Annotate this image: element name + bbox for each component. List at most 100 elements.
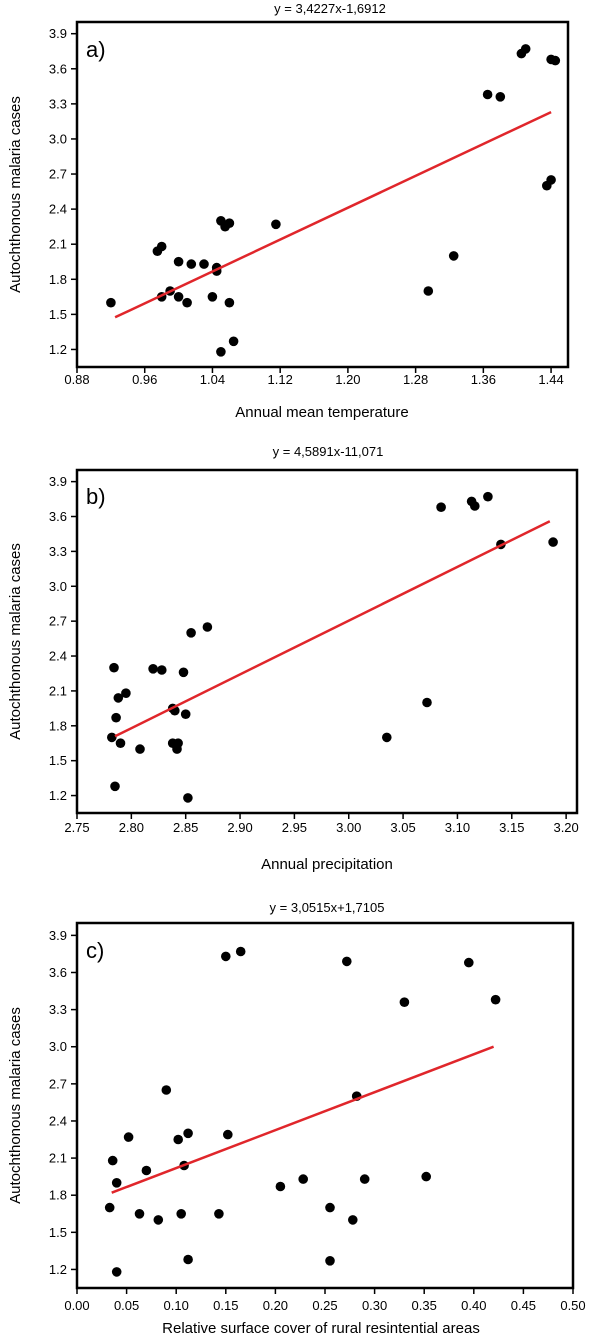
panel-a-point-10 xyxy=(207,292,218,302)
panel-a-x-tick-label-3: 1.12 xyxy=(268,372,293,387)
panel-c-point-3 xyxy=(111,1267,122,1277)
panel-c-y-tick-label-8: 3.6 xyxy=(49,965,67,980)
panel-b-point-5 xyxy=(121,688,131,698)
panel-b-x-ticks: 2.75 2.80 2.85 2.90 2.95 3.00 3.05 3.10 3.15 3.20 xyxy=(64,813,579,835)
panel-a-y-tick-label-4: 2.4 xyxy=(49,202,67,217)
panel-a-y-tick-label-3: 2.1 xyxy=(49,237,67,252)
panel-a-x-tick-label-2: 1.04 xyxy=(200,372,225,387)
panel-c-point-29 xyxy=(490,994,501,1005)
panel-b-point-21 xyxy=(422,697,432,708)
panel-b-regression-line xyxy=(114,520,551,738)
panel-b-x-tick-label-3: 2.90 xyxy=(227,820,252,835)
panel-a-y-tick-label-7: 3.3 xyxy=(49,96,67,111)
panel-b-point-3 xyxy=(113,693,124,703)
panel-c-y-tick-label-9: 3.9 xyxy=(49,928,67,943)
panel-b-equation: y = 4,5891x-11,071 xyxy=(273,444,384,459)
panel-b-x-tick-label-2: 2.85 xyxy=(173,820,198,835)
panel-c-point-23 xyxy=(348,1215,358,1225)
panel-c-point-2 xyxy=(111,1178,122,1188)
panel-b-x-tick-label-5: 3.00 xyxy=(336,820,361,835)
panel-b-point-16 xyxy=(180,709,191,719)
panel-c-y-ticks: 1.2 1.5 1.8 2.1 2.4 2.7 3.0 3.3 3.6 3.9 xyxy=(49,928,77,1277)
panel-a-point-23 xyxy=(495,92,506,102)
panel-a: y = 3,4227x-1,6912 a) 0.88 0.96 1.04 1.12 1.… xyxy=(7,1,570,421)
panel-b-label: b) xyxy=(86,484,106,509)
panel-c-equation: y = 3,0515x+1,7105 xyxy=(270,900,385,915)
panel-c-x-ticks: 0.00 0.05 0.10 0.15 0.20 0.25 0.30 0.35 0.40 0.45… xyxy=(64,1288,586,1313)
panel-a-x-axis-label: Annual mean temperature xyxy=(235,404,408,421)
panel-c-y-tick-label-0: 1.2 xyxy=(49,1262,67,1277)
panel-c-point-17 xyxy=(235,946,246,957)
panel-b-y-tick-label-5: 2.7 xyxy=(49,614,67,629)
panel-b-x-tick-label-4: 2.95 xyxy=(282,820,307,835)
panel-b-x-axis-label: Annual precipitation xyxy=(261,856,393,873)
panel-b-y-tick-label-9: 3.9 xyxy=(49,474,67,489)
panel-c-point-26 xyxy=(399,997,410,1007)
panel-a-plot-frame xyxy=(75,20,570,369)
panel-b-x-tick-label-9: 3.20 xyxy=(553,820,578,835)
panel-c-point-14 xyxy=(214,1209,224,1219)
panel-c-x-tick-label-1: 0.05 xyxy=(114,1298,139,1313)
panel-c-y-tick-label-4: 2.4 xyxy=(49,1113,67,1128)
panel-b-point-4 xyxy=(115,738,126,748)
panel-b-x-tick-label-8: 3.15 xyxy=(499,820,524,835)
panel-b-point-17 xyxy=(183,793,193,803)
panel-b-y-ticks: 1.2 1.5 1.8 2.1 2.4 2.7 3.0 3.3 3.6 3.9 xyxy=(49,474,77,803)
panel-b-point-2 xyxy=(111,712,121,723)
panel-b-point-0 xyxy=(107,732,117,743)
panel-c-point-4 xyxy=(123,1132,134,1142)
panel-c-point-18 xyxy=(275,1181,286,1192)
panel-c-x-tick-label-8: 0.40 xyxy=(461,1298,486,1313)
panel-c-y-tick-label-5: 2.7 xyxy=(49,1076,67,1091)
panel-c-plot-frame xyxy=(75,921,575,1290)
panel-a-x-tick-label-4: 1.20 xyxy=(335,372,360,387)
panel-c-point-21 xyxy=(325,1256,335,1266)
panel-a-point-4 xyxy=(156,241,167,252)
panel-b-point-27 xyxy=(548,537,558,547)
panel-c-point-6 xyxy=(141,1165,152,1176)
panel-c-regression-line xyxy=(111,1045,495,1194)
panel-a-x-tick-label-5: 1.28 xyxy=(403,372,428,387)
panel-a-y-tick-label-1: 1.5 xyxy=(49,307,67,322)
panel-c-point-25 xyxy=(359,1174,370,1184)
panel-a-point-6 xyxy=(182,297,192,308)
panel-b-point-7 xyxy=(135,744,145,754)
panel-b-point-18 xyxy=(186,628,196,638)
panel-c-x-tick-label-9: 0.45 xyxy=(511,1298,536,1313)
panel-a-point-0 xyxy=(106,297,116,308)
panel-a-y-tick-label-9: 3.9 xyxy=(49,26,67,41)
panel-b-point-14 xyxy=(173,738,183,748)
panel-a-point-16 xyxy=(224,297,235,308)
panel-a-equation: y = 3,4227x-1,6912 xyxy=(274,1,386,16)
panel-a-point-22 xyxy=(482,89,493,100)
panel-b-x-tick-label-1: 2.80 xyxy=(119,820,144,835)
panel-b-point-22 xyxy=(436,502,446,512)
panel-a-y-tick-label-0: 1.2 xyxy=(49,342,67,357)
panel-c-point-22 xyxy=(342,956,352,967)
panel-a-regression-line xyxy=(114,110,552,319)
panel-c-x-tick-label-6: 0.30 xyxy=(362,1298,387,1313)
panel-c-x-tick-label-4: 0.20 xyxy=(263,1298,288,1313)
panel-c-point-16 xyxy=(223,1129,233,1140)
panel-a-x-tick-label-0: 0.88 xyxy=(64,372,89,387)
panel-b: y = 4,5891x-11,071 b) 2.75 2.80 2.85 2.90 2.… xyxy=(7,444,579,873)
panel-a-point-7 xyxy=(173,256,184,267)
panel-c-point-19 xyxy=(298,1174,309,1184)
panel-b-x-tick-label-7: 3.10 xyxy=(445,820,470,835)
panel-b-point-8 xyxy=(148,664,158,674)
panel-a-point-20 xyxy=(423,286,434,296)
panel-b-y-tick-label-0: 1.2 xyxy=(49,788,67,803)
panel-c-y-tick-label-6: 3.0 xyxy=(49,1039,67,1054)
panel-b-point-9 xyxy=(157,665,167,675)
panel-b-plot-frame xyxy=(75,468,579,815)
panel-c-y-tick-label-1: 1.5 xyxy=(49,1225,67,1240)
panel-a-x-tick-label-6: 1.36 xyxy=(471,372,496,387)
panel-c-x-tick-label-3: 0.15 xyxy=(213,1298,238,1313)
panel-b-x-tick-label-0: 2.75 xyxy=(64,820,89,835)
panel-a-x-tick-label-7: 1.44 xyxy=(538,372,563,387)
panel-a-point-17 xyxy=(228,336,239,347)
panel-a-point-29 xyxy=(550,55,561,66)
panel-c-x-tick-label-10: 0.50 xyxy=(560,1298,585,1313)
panel-a-label: a) xyxy=(86,37,106,62)
